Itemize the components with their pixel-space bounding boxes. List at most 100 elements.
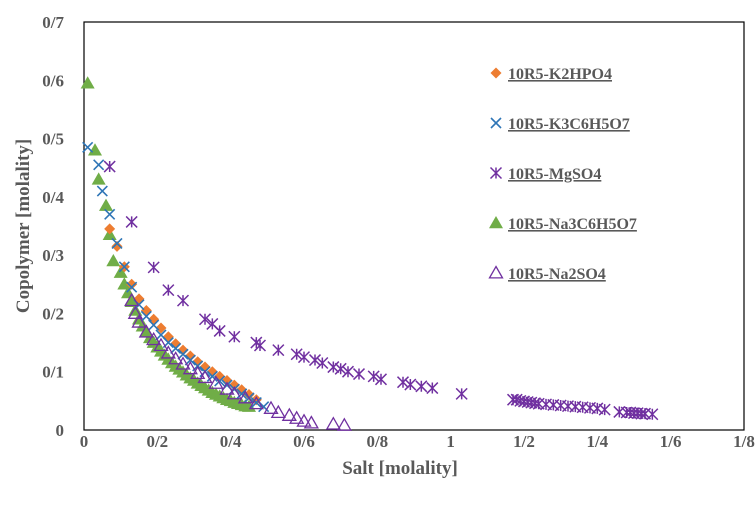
data-point <box>336 417 352 431</box>
data-point <box>213 324 226 337</box>
plot-frame <box>83 21 745 431</box>
data-point <box>646 408 659 421</box>
data-point <box>327 361 340 374</box>
data-point <box>176 294 190 307</box>
data-point <box>104 208 116 220</box>
data-points <box>80 76 659 431</box>
data-point <box>272 344 285 357</box>
data-point <box>111 240 123 252</box>
data-point <box>113 265 128 278</box>
data-point <box>289 410 305 424</box>
x-tick-label: 1/4 <box>586 432 608 451</box>
y-tick-label: 0/2 <box>42 304 64 323</box>
x-tick-label: 0/8 <box>366 432 388 451</box>
data-point <box>82 141 94 153</box>
y-tick-label: 0/5 <box>42 130 64 149</box>
data-point <box>146 331 162 346</box>
x-tick-label: 0/4 <box>220 432 242 451</box>
data-point <box>281 407 297 421</box>
data-point <box>228 330 241 343</box>
x-tick-label: 1 <box>446 432 455 451</box>
data-point <box>334 362 347 375</box>
data-point <box>160 345 176 359</box>
data-point <box>96 185 108 197</box>
data-point <box>208 375 224 389</box>
data-point <box>80 76 95 89</box>
data-point <box>182 360 198 375</box>
data-point <box>296 413 312 427</box>
x-axis-ticks: 0 0/2 0/4 0/6 0/8 1 1/2 1/4 1/6 1/8 <box>80 432 755 451</box>
x-tick-label: 0 <box>80 432 89 451</box>
legend-label: 10R5-MgSO4 <box>508 166 601 183</box>
legend-label: 10R5-Na2SO4 <box>508 266 606 283</box>
data-point <box>206 370 218 382</box>
data-point <box>126 281 138 293</box>
data-point <box>237 390 253 404</box>
legend-marker <box>490 117 502 129</box>
data-point <box>118 261 130 273</box>
data-point <box>250 397 262 409</box>
data-point <box>352 368 366 381</box>
data-point <box>131 314 147 328</box>
data-point <box>374 373 388 386</box>
data-point <box>104 223 116 235</box>
data-point <box>308 354 322 367</box>
data-point <box>591 402 604 415</box>
data-point <box>99 198 113 211</box>
legend-label: 10R5-K2HPO4 <box>508 66 612 83</box>
legend-label: 10R5-Na3C6H5O7 <box>508 216 637 233</box>
data-point <box>106 253 121 267</box>
data-point <box>219 381 235 395</box>
data-point <box>316 356 329 370</box>
data-point <box>228 379 240 391</box>
y-tick-label: 0/4 <box>42 188 64 207</box>
data-point <box>198 313 212 326</box>
y-tick-label: 0/6 <box>42 71 64 90</box>
data-point <box>297 351 311 364</box>
data-point <box>147 261 160 274</box>
data-point <box>367 370 380 383</box>
y-axis-title: Copolymer [molality] <box>13 139 34 313</box>
legend-marker <box>489 216 503 229</box>
data-point <box>124 292 140 307</box>
data-point <box>270 404 286 419</box>
data-point <box>111 237 123 250</box>
data-point <box>248 395 264 410</box>
data-point <box>127 305 143 319</box>
data-point <box>91 172 106 185</box>
legend: 10R5-K2HPO4 10R5-K3C6H5O7 10R5-MgSO4 10R5-N… <box>488 66 637 283</box>
legend-marker <box>488 265 504 279</box>
x-axis-title: Salt [molality] <box>342 458 458 479</box>
data-point <box>325 416 341 430</box>
y-tick-label: 0/7 <box>42 13 64 32</box>
data-point <box>168 351 184 365</box>
data-point <box>190 365 206 379</box>
y-axis-ticks: 0 0/1 0/2 0/3 0/4 0/5 0/6 0/7 <box>42 13 64 440</box>
data-point <box>103 160 116 173</box>
data-point <box>341 365 355 378</box>
data-point <box>303 415 319 429</box>
data-point <box>236 388 248 400</box>
legend-marker <box>490 67 502 79</box>
data-point <box>263 400 279 414</box>
data-point <box>148 319 160 331</box>
data-point <box>170 342 182 354</box>
y-tick-label: 0 <box>56 421 65 440</box>
y-tick-label: 0/1 <box>42 363 64 382</box>
data-point <box>162 284 175 297</box>
data-point <box>396 376 410 389</box>
data-point <box>93 159 105 171</box>
data-point <box>290 348 303 361</box>
x-tick-label: 0/6 <box>293 432 315 451</box>
data-point <box>253 339 267 352</box>
y-tick-label: 0/3 <box>42 246 64 265</box>
data-point <box>155 322 167 334</box>
plot-area <box>83 21 745 431</box>
x-tick-label: 0/2 <box>146 432 168 451</box>
data-point <box>126 278 138 290</box>
data-point <box>197 369 213 384</box>
data-point <box>226 386 242 400</box>
data-point <box>455 387 468 400</box>
